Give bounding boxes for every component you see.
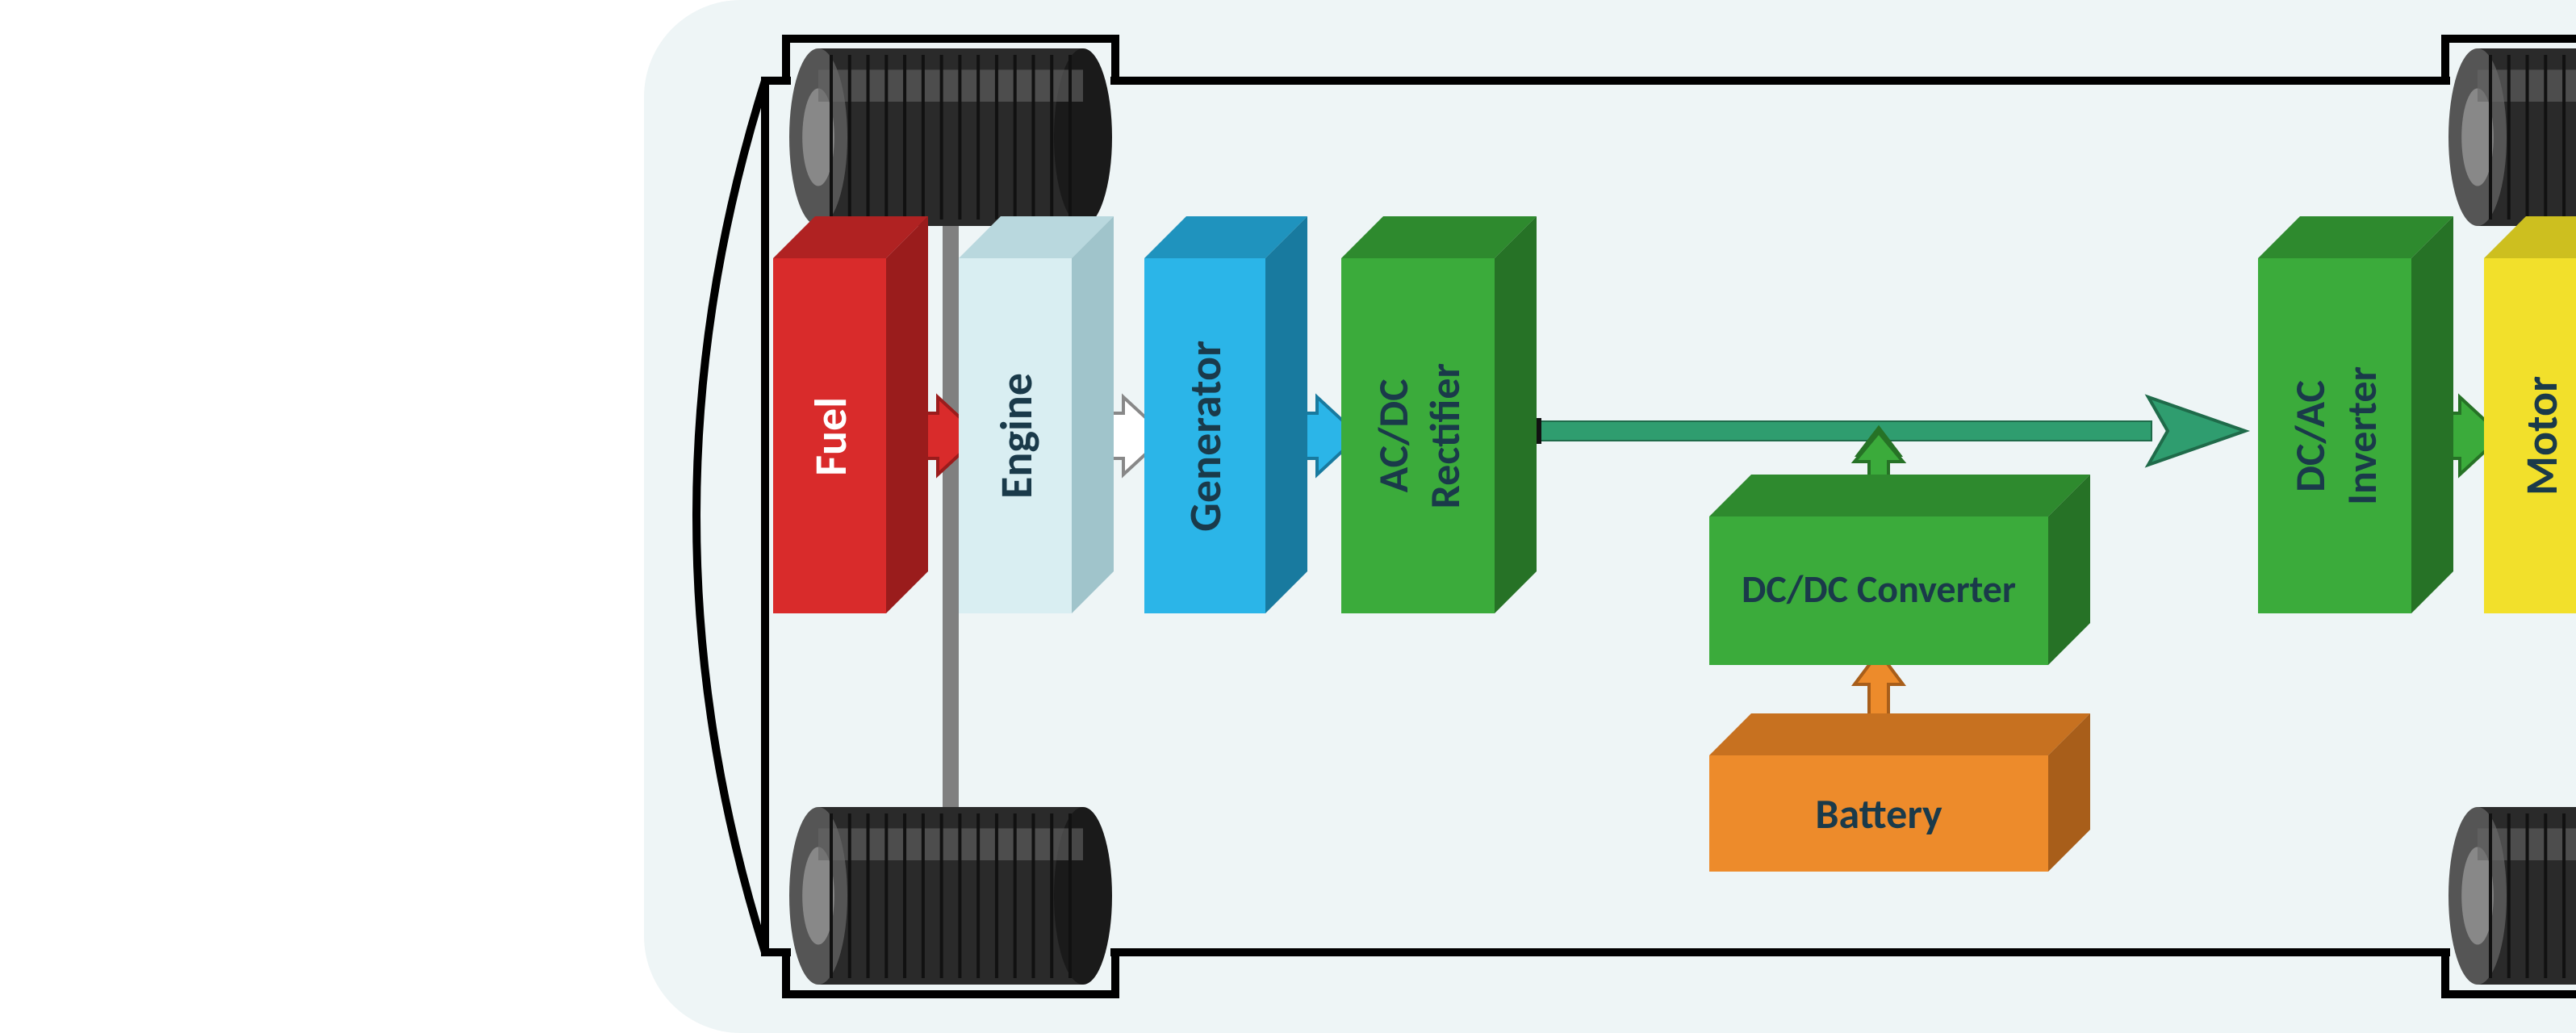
block-motor: Motor <box>2484 258 2576 613</box>
block-generator: Generator <box>1144 258 1265 613</box>
block-dcdc: DC/DC Converter <box>1709 516 2048 665</box>
label-fuel: Fuel <box>801 396 858 475</box>
block-engine: Engine <box>959 258 1072 613</box>
label-rectifier: AC/DC Rectifier <box>1366 363 1470 508</box>
block-battery: Battery <box>1709 755 2048 872</box>
label-engine: Engine <box>987 373 1043 499</box>
block-rectifier: AC/DC Rectifier <box>1341 258 1495 613</box>
label-dcdc: DC/DC Converter <box>1742 570 2016 613</box>
diagram-canvas: Fuel Engine Generator AC/DC Rectifier <box>644 0 2576 1033</box>
label-inverter: DC/AC Inverter <box>2283 366 2386 505</box>
label-motor: Motor <box>2512 376 2569 496</box>
label-battery: Battery <box>1815 790 1942 836</box>
block-fuel: Fuel <box>773 258 886 613</box>
block-inverter: DC/AC Inverter <box>2258 258 2411 613</box>
label-generator: Generator <box>1177 341 1233 532</box>
